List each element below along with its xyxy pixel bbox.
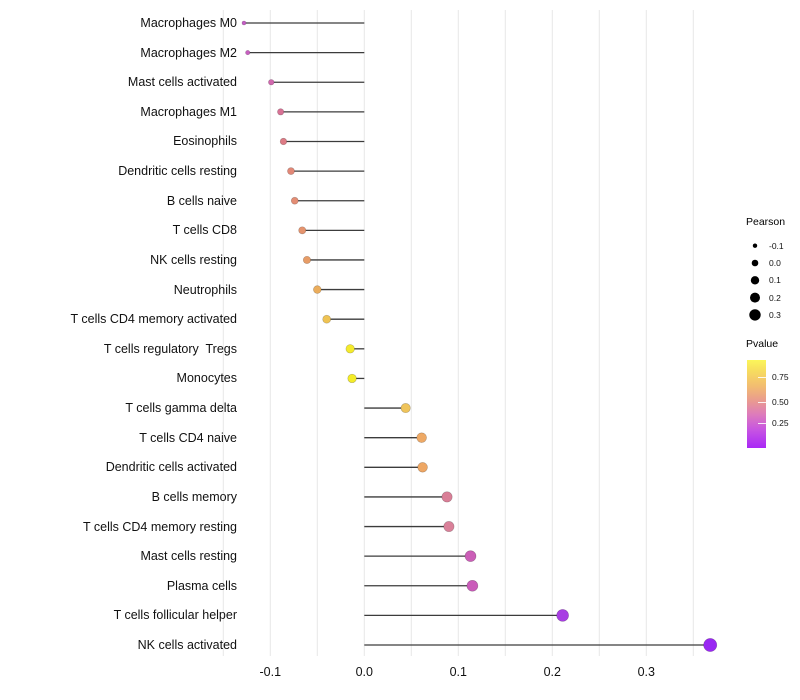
lollipop-dot	[416, 432, 427, 443]
lollipop-dot	[313, 285, 322, 294]
y-axis-label: Monocytes	[176, 371, 237, 386]
legend-size-dot	[751, 259, 759, 267]
legend-pearson-title: Pearson	[746, 216, 786, 228]
y-axis-label: Neutrophils	[173, 282, 237, 297]
y-axis-label: Macrophages M0	[140, 16, 237, 30]
x-tick-label: 0.3	[637, 665, 655, 679]
y-axis-label: Macrophages M1	[140, 104, 237, 119]
y-axis-label: Mast cells resting	[140, 549, 237, 564]
lollipop-dot	[345, 344, 355, 354]
x-tick-label: 0.0	[355, 665, 373, 679]
legend-size-dot	[749, 309, 761, 321]
lollipop-dot	[279, 137, 288, 146]
lollipop-dot	[322, 314, 332, 324]
colorbar-tick	[758, 401, 766, 403]
colorbar-tick-label: 0.25	[772, 417, 789, 428]
y-axis-label: T cells CD4 memory activated	[70, 312, 238, 327]
y-axis-label: Macrophages M2	[140, 45, 237, 60]
legend-size-label: 0.3	[769, 309, 781, 320]
y-axis-label: T cells CD8	[172, 223, 237, 238]
y-axis-label: B cells memory	[151, 489, 237, 504]
legend-pvalue-title: Pvalue	[746, 338, 779, 350]
y-axis-label: Dendritic cells resting	[118, 164, 237, 179]
y-axis-label: T cells CD4 memory resting	[83, 519, 237, 534]
y-axis-label: B cells naive	[166, 193, 237, 208]
legend-size-label: 0.2	[769, 292, 781, 303]
x-tick-label: -0.1	[259, 665, 282, 679]
lollipop-dot	[441, 491, 453, 503]
y-axis-label: Eosinophils	[173, 134, 237, 149]
y-axis-label: T cells gamma delta	[125, 401, 237, 416]
lollipop-dot	[556, 609, 569, 622]
y-axis-label: T cells CD4 naive	[139, 430, 237, 445]
lollipop-dot	[417, 462, 428, 473]
x-tick-label: 0.2	[543, 665, 561, 679]
lollipop-dot	[287, 167, 295, 175]
legend-size-dot	[750, 292, 760, 303]
lollipop-dot	[245, 50, 251, 56]
y-axis-label: T cells regulatory Tregs	[103, 341, 237, 356]
lollipop-dot	[241, 20, 247, 26]
y-axis-label: Mast cells activated	[127, 75, 237, 90]
colorbar-tick	[758, 376, 766, 378]
legend-size-label: -0.1	[769, 240, 784, 251]
lollipop-dot	[464, 550, 477, 562]
lollipop-dot	[268, 79, 275, 86]
y-axis-label: NK cells activated	[137, 638, 237, 653]
lollipop-dot	[298, 226, 307, 235]
colorbar-tick-label: 0.50	[772, 396, 789, 407]
x-tick-label: 0.1	[449, 665, 467, 679]
legend-size-label: 0.1	[769, 275, 781, 286]
legend-size-dot	[752, 243, 758, 248]
pvalue-colorbar	[747, 360, 766, 448]
legend-size-dot	[750, 276, 760, 285]
y-axis-label: Plasma cells	[166, 578, 237, 593]
lollipop-dot	[277, 108, 285, 116]
lollipop-dot	[347, 373, 357, 384]
lollipop-dot	[290, 196, 299, 205]
y-axis-label: Dendritic cells activated	[105, 460, 237, 475]
colorbar-tick-label: 0.75	[772, 371, 789, 382]
lollipop-dot	[443, 521, 455, 533]
lollipop-dot	[302, 255, 311, 264]
legend-size-label: 0.0	[769, 258, 781, 268]
colorbar-tick	[758, 422, 766, 424]
lollipop-dot	[466, 579, 479, 592]
lollipop-dot	[703, 638, 718, 652]
y-axis-label: T cells follicular helper	[113, 608, 237, 623]
lollipop-dot	[400, 403, 411, 414]
y-axis-label: NK cells resting	[150, 252, 237, 267]
